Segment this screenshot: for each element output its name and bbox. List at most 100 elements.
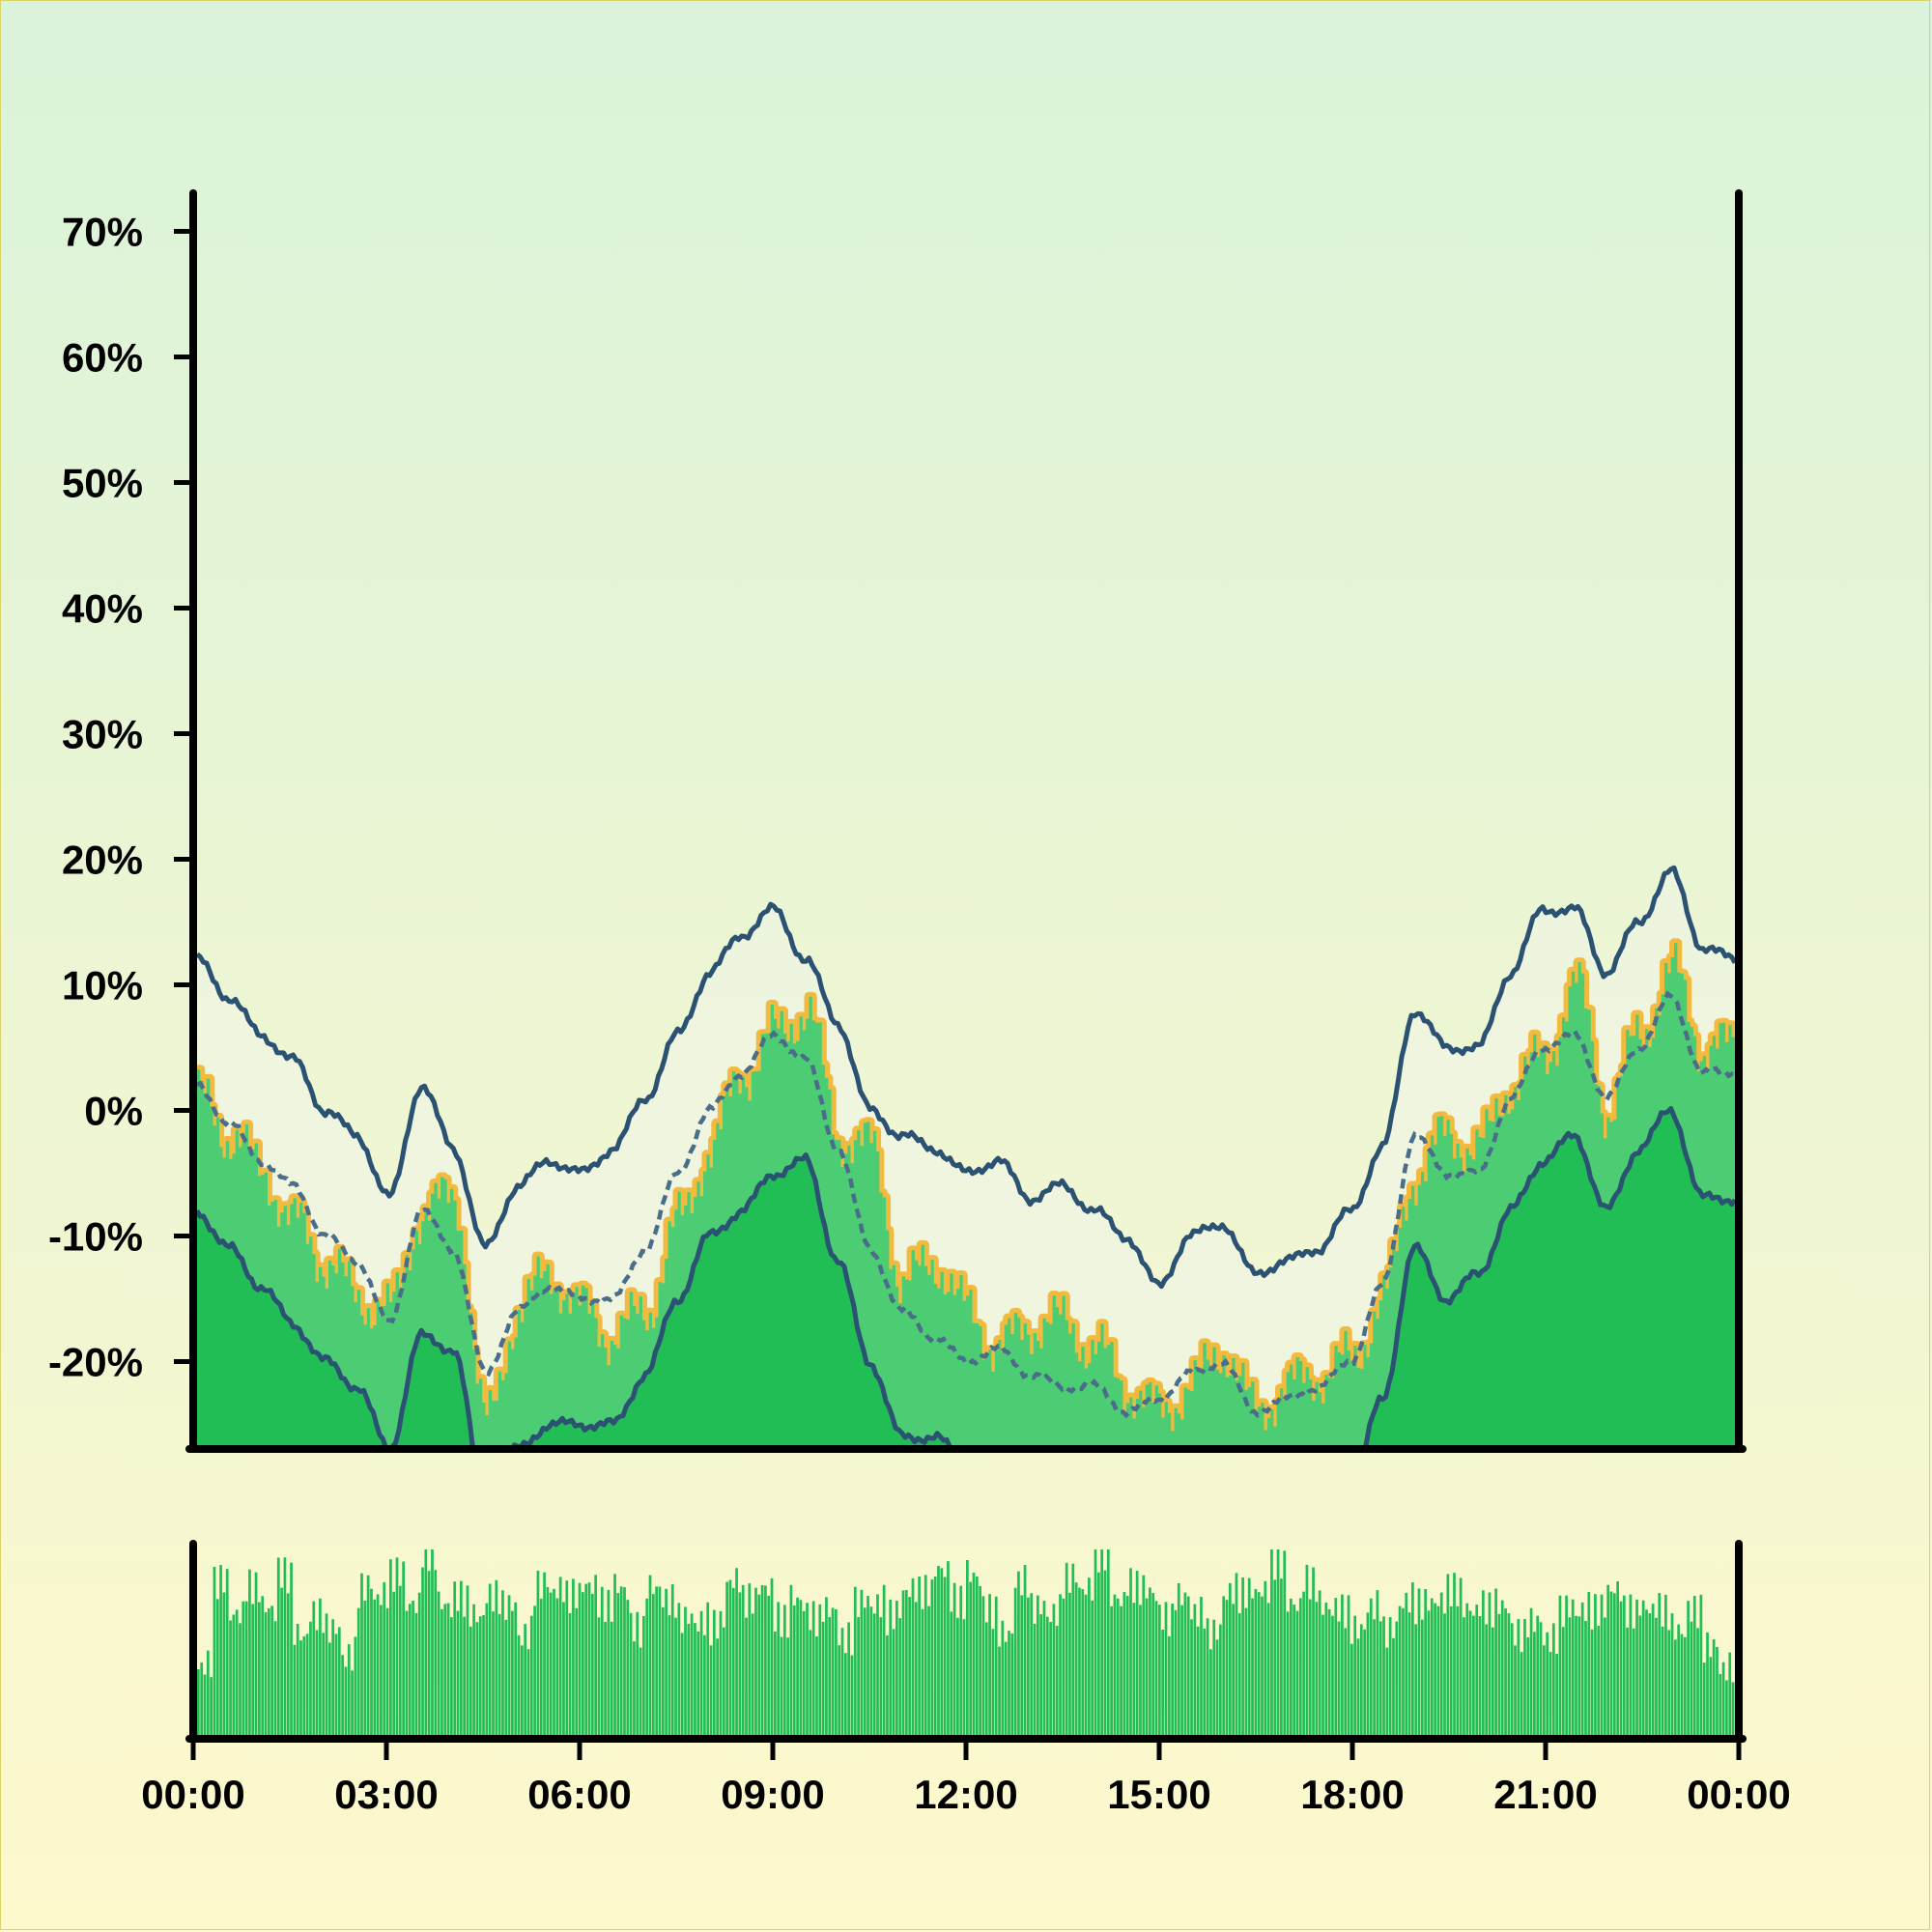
volume-bar [1247, 1577, 1251, 1736]
volume-bar [1475, 1605, 1479, 1736]
volume-bar [1167, 1635, 1171, 1736]
volume-bar [921, 1608, 924, 1736]
volume-bar [1504, 1608, 1507, 1736]
volume-bar [582, 1592, 584, 1736]
volume-bar [1546, 1632, 1549, 1736]
volume-bar [1687, 1601, 1690, 1736]
volume-bar [843, 1653, 847, 1736]
volume-bar [1449, 1605, 1453, 1736]
volume-bar [1266, 1603, 1270, 1736]
volume-bar [276, 1557, 280, 1736]
volume-bar [398, 1585, 402, 1736]
volume-bar [389, 1559, 392, 1736]
volume-bar [1013, 1587, 1017, 1736]
volume-bar [680, 1633, 684, 1736]
volume-bar [690, 1613, 694, 1736]
volume-bar [302, 1635, 306, 1736]
volume-bar [1004, 1641, 1008, 1736]
volume-bar [642, 1615, 645, 1736]
volume-bar [1164, 1602, 1168, 1736]
volume-bar [904, 1590, 908, 1736]
volume-bar [1514, 1645, 1517, 1736]
volume-bar [1661, 1626, 1664, 1736]
volume-bar [280, 1587, 283, 1736]
volume-bar [665, 1588, 668, 1736]
volume-bar [1298, 1598, 1302, 1736]
volume-bar [1359, 1624, 1363, 1736]
volume-bar [940, 1568, 944, 1736]
volume-bar [1312, 1567, 1315, 1736]
volume-bar [215, 1599, 219, 1736]
volume-bar [1174, 1609, 1178, 1736]
volume-bar [273, 1621, 277, 1736]
volume-bar [892, 1629, 895, 1736]
volume-bar [792, 1605, 796, 1736]
x-tick-label: 03:00 [334, 1772, 438, 1817]
volume-bar [412, 1601, 414, 1736]
volume-bar [1353, 1615, 1357, 1736]
volume-bar [811, 1601, 815, 1736]
volume-bar [283, 1557, 287, 1736]
volume-bar [760, 1584, 764, 1736]
volume-bar [1604, 1617, 1606, 1736]
price-area [197, 943, 1735, 1446]
volume-bar [1587, 1591, 1591, 1736]
volume-bar [636, 1611, 639, 1736]
volume-bar [524, 1624, 527, 1736]
volume-bar [1171, 1604, 1174, 1736]
volume-bar [1186, 1596, 1190, 1736]
volume-bar [1436, 1605, 1440, 1736]
volume-bar [1510, 1623, 1514, 1736]
volume-bar [1673, 1639, 1677, 1736]
volume-bar [431, 1548, 434, 1736]
volume-bar [533, 1605, 536, 1736]
volume-bar [414, 1612, 418, 1736]
volume-bar [507, 1595, 511, 1736]
volume-bar [546, 1586, 550, 1736]
volume-bar [290, 1562, 293, 1736]
volume-bar [796, 1597, 799, 1736]
volume-bar [408, 1604, 412, 1736]
volume-bar [315, 1630, 319, 1736]
volume-bar [1402, 1607, 1405, 1736]
volume-bar [1612, 1593, 1616, 1736]
volume-bar [1103, 1570, 1107, 1736]
volume-bar [558, 1577, 562, 1736]
volume-bar [572, 1578, 575, 1736]
volume-bar [309, 1621, 312, 1736]
volume-bar [1590, 1629, 1594, 1736]
volume-bar [363, 1600, 367, 1736]
volume-bar [1091, 1600, 1094, 1736]
volume-bar [1645, 1609, 1648, 1736]
volume-bar [809, 1630, 812, 1736]
volume-bar [1241, 1577, 1244, 1736]
volume-bar [1154, 1601, 1158, 1736]
volume-bar [853, 1586, 857, 1736]
volume-bar [472, 1604, 475, 1736]
volume-bar [373, 1599, 377, 1736]
volume-bar [453, 1581, 457, 1736]
volume-bar [943, 1577, 947, 1736]
volume-bar [1059, 1594, 1062, 1736]
volume-bar [722, 1627, 725, 1736]
volume-bar [1196, 1626, 1200, 1736]
volume-bar [677, 1603, 681, 1736]
volume-bar [1629, 1594, 1633, 1736]
volume-bar [1716, 1646, 1719, 1736]
volume-bar [981, 1596, 985, 1736]
volume-bar [450, 1617, 453, 1736]
volume-bar [735, 1568, 738, 1736]
volume-bar [956, 1617, 959, 1736]
volume-bar [235, 1609, 239, 1736]
volume-bar [719, 1610, 723, 1736]
volume-bar [1568, 1617, 1572, 1736]
volume-bar [716, 1638, 720, 1736]
volume-bar [501, 1590, 504, 1736]
volume-bar [319, 1598, 322, 1736]
y-tick-label: -10% [48, 1214, 143, 1260]
volume-bar [1008, 1631, 1010, 1736]
volume-bar [1045, 1616, 1049, 1736]
volume-bar [1446, 1574, 1450, 1736]
volume-bar [242, 1601, 245, 1736]
